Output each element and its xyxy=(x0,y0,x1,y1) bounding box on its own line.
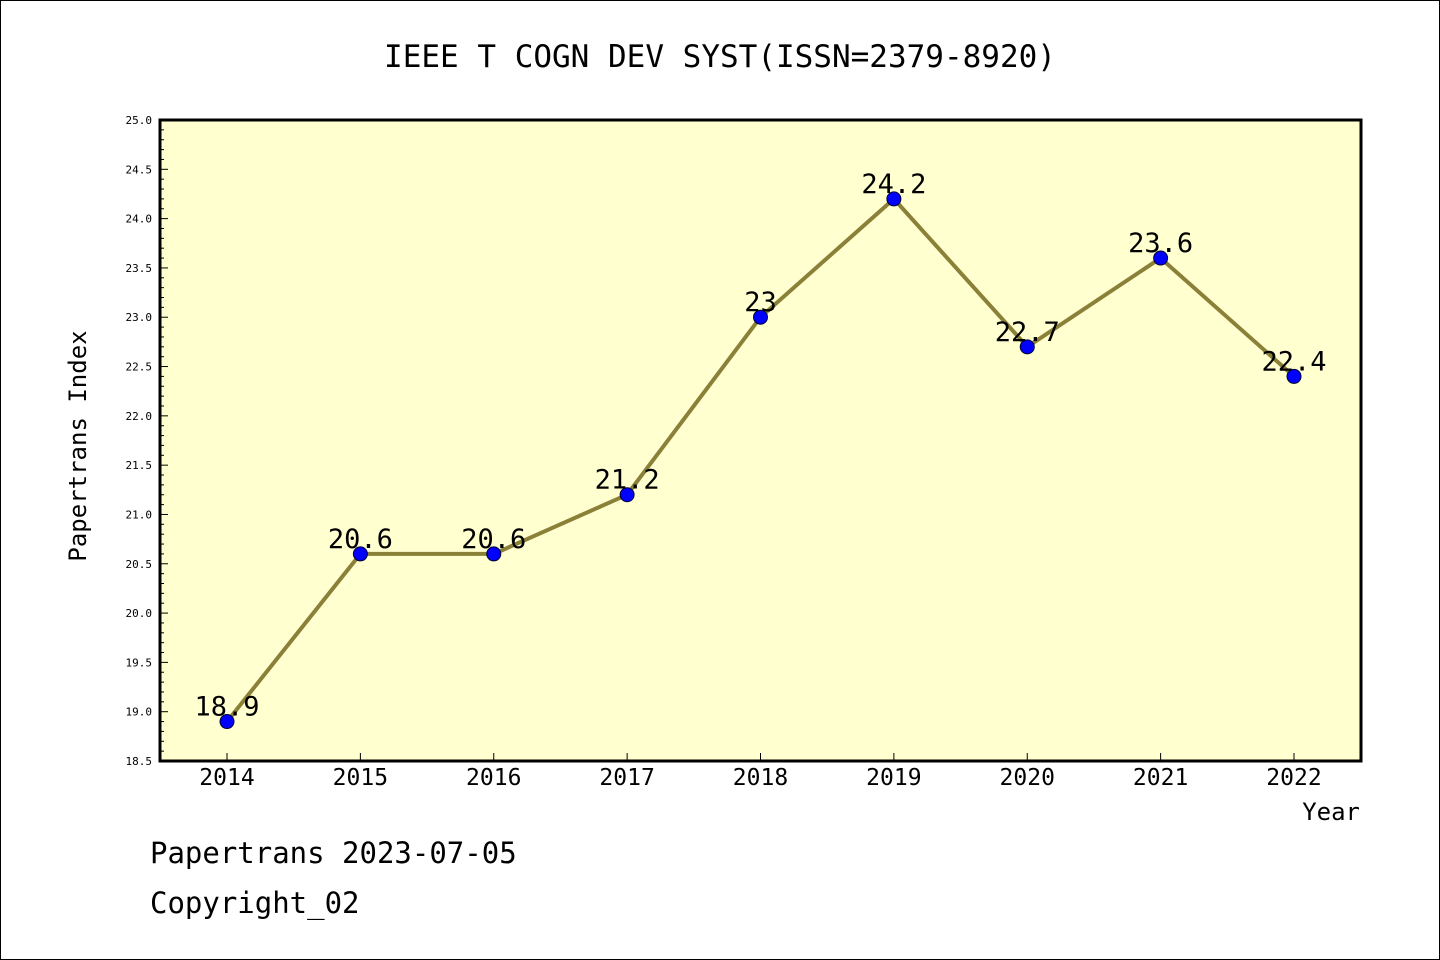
y-tick-label: 24.5 xyxy=(126,163,153,176)
data-point xyxy=(219,714,235,730)
x-tick-label: 2015 xyxy=(333,765,388,791)
x-tick-label: 2021 xyxy=(1133,765,1188,791)
y-tick-label: 23.5 xyxy=(126,262,153,275)
data-labels: 18.9 20.6 20.6 21.2 23 24.2 22.7 23.6 22.4 xyxy=(194,169,1326,723)
plot-area xyxy=(160,120,1361,761)
x-tick-label: 2020 xyxy=(1000,765,1055,791)
y-tick-label: 22.0 xyxy=(126,410,153,423)
y-tick-label: 19.0 xyxy=(126,706,153,719)
data-point xyxy=(1153,250,1169,266)
y-tick-label: 20.0 xyxy=(126,607,153,620)
data-label: 22.4 xyxy=(1261,346,1326,377)
data-label: 24.2 xyxy=(861,169,926,200)
y-axis-label: Papertrans Index xyxy=(64,330,92,561)
y-tick-label: 25.0 xyxy=(126,114,153,127)
x-axis-label: Year xyxy=(1302,798,1360,826)
x-tick-label: 2018 xyxy=(733,765,788,791)
data-label: 22.7 xyxy=(995,317,1060,348)
data-point xyxy=(486,546,502,562)
x-axis: 2014 2015 2016 2017 2018 2019 2020 2021 2022 xyxy=(199,753,1322,791)
data-label: 23.6 xyxy=(1128,228,1193,259)
data-point xyxy=(753,309,768,325)
x-tick-label: 2022 xyxy=(1266,765,1321,791)
data-label: 21.2 xyxy=(595,465,660,496)
y-tick-label: 21.5 xyxy=(126,459,153,472)
data-label: 23 xyxy=(744,287,777,318)
x-tick-label: 2017 xyxy=(599,765,654,791)
y-tick-label: 23.0 xyxy=(126,311,153,324)
y-axis: 18.5 19.0 19.5 20.0 20.5 21.0 21.5 22.0 22.5 23.0… xyxy=(126,114,168,768)
data-label: 18.9 xyxy=(194,692,259,723)
data-label: 20.6 xyxy=(461,524,526,555)
data-label: 20.6 xyxy=(328,524,393,555)
copyright-text: Copyright_02 xyxy=(150,886,360,920)
x-tick-label: 2014 xyxy=(199,765,254,791)
y-tick-label: 18.5 xyxy=(126,755,153,768)
data-point xyxy=(619,487,635,503)
y-tick-label: 24.0 xyxy=(126,213,153,226)
y-tick-label: 21.0 xyxy=(126,508,153,521)
data-points xyxy=(219,191,1302,730)
y-tick-label: 20.5 xyxy=(126,558,153,571)
plot-border xyxy=(158,118,1363,763)
x-tick-label: 2019 xyxy=(866,765,921,791)
y-tick-label: 22.5 xyxy=(126,361,153,374)
data-point xyxy=(352,546,368,562)
data-point xyxy=(886,191,902,207)
chart-title: IEEE T COGN DEV SYST(ISSN=2379-8920) xyxy=(384,39,1056,75)
data-point xyxy=(1019,339,1035,355)
y-tick-label: 19.5 xyxy=(126,656,153,669)
watermark-text: Papertrans 2023-07-05 xyxy=(150,836,517,870)
x-tick-label: 2016 xyxy=(466,765,521,791)
data-point xyxy=(1286,368,1302,384)
